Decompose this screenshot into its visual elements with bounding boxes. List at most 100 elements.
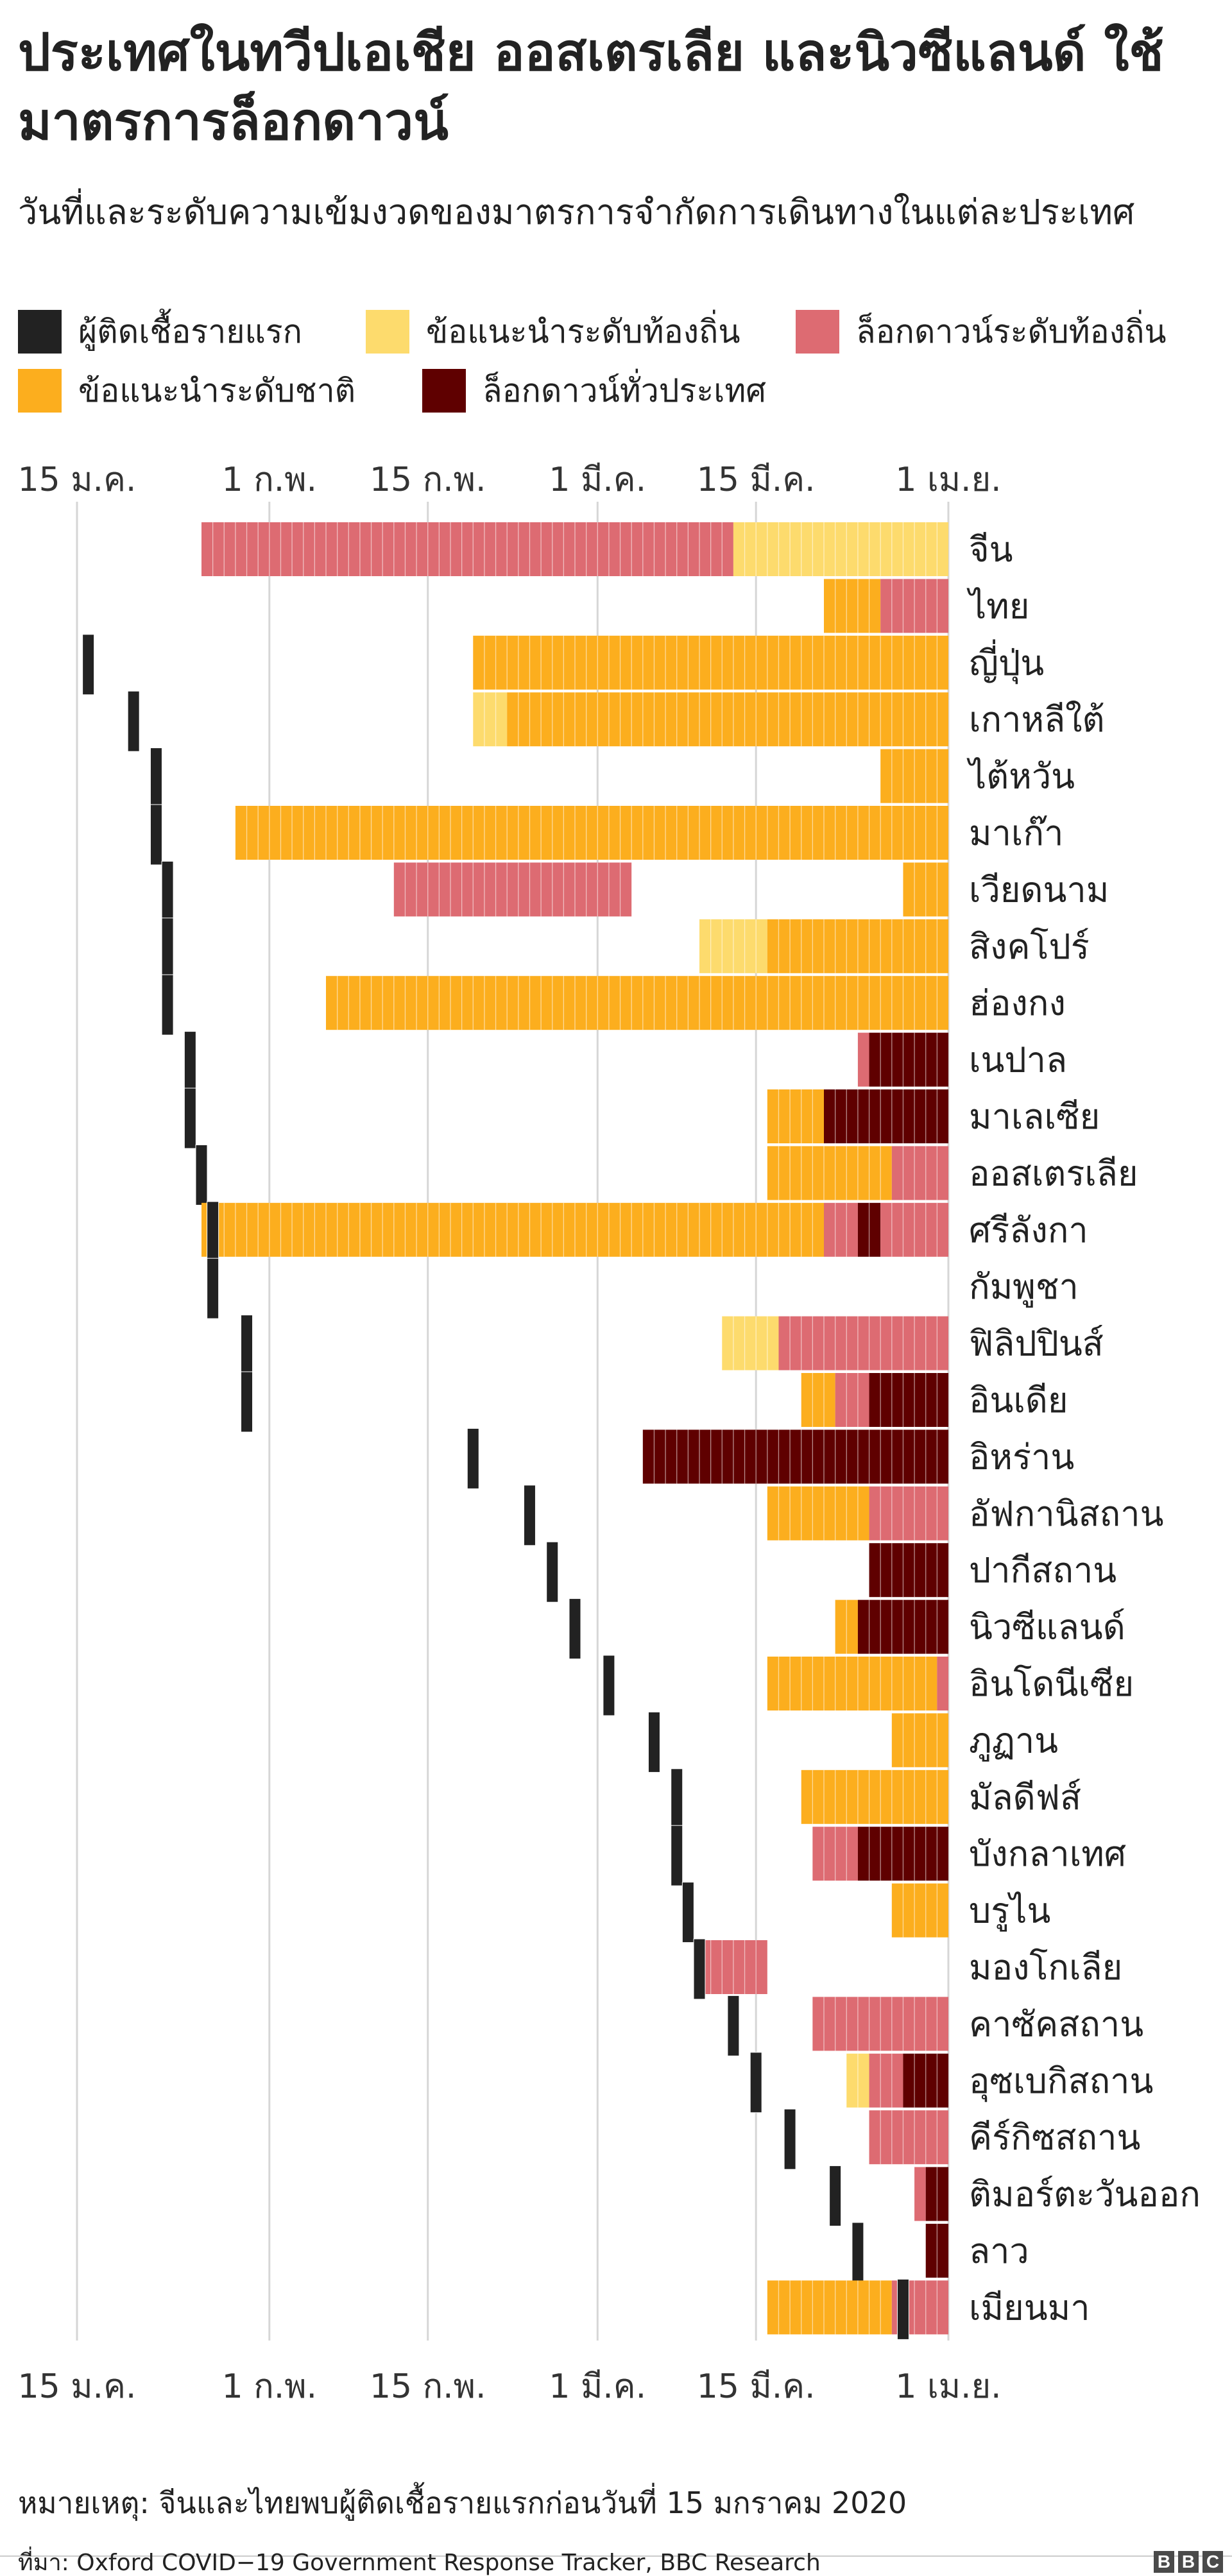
segment-local-advice — [733, 522, 948, 576]
country-label: จีน — [969, 529, 1013, 570]
segment-local-lockdown — [869, 2053, 903, 2108]
country-label: ไทย — [966, 586, 1029, 626]
first-case-marker — [603, 1655, 615, 1716]
segment-local-advice — [473, 692, 508, 747]
first-case-marker — [150, 804, 162, 866]
country-label: คีร์กิซสถาน — [969, 2117, 1140, 2158]
country-label: สิงคโปร์ — [969, 926, 1090, 967]
country-label: มาเก๊า — [969, 813, 1063, 853]
legend-item-local-lockdown: ล็อกดาวน์ระดับท้องถิ่น — [796, 309, 1167, 354]
country-label: ญี่ปุ่น — [969, 639, 1044, 685]
bbc-logo-b2: B — [1178, 2551, 1199, 2573]
country-label: อุซเบกิสถาน — [969, 2061, 1153, 2103]
first-case-marker — [207, 1258, 219, 1319]
country-label: ออสเตรเลีย — [969, 1153, 1138, 1193]
segment-local-lockdown — [914, 2167, 926, 2221]
legend-swatch-national-advice — [18, 369, 62, 413]
country-label: อิหร่าน — [969, 1437, 1074, 1477]
segment-local-lockdown — [891, 1146, 948, 1200]
bbc-logo: B B C — [1154, 2551, 1223, 2573]
first-case-marker — [851, 2222, 864, 2283]
x-tick-label-bottom: 1 เม.ย. — [895, 2367, 1001, 2406]
footer-divider — [0, 2555, 1232, 2557]
segment-national-advice — [767, 1089, 824, 1143]
segment-local-lockdown — [201, 522, 733, 576]
segment-local-lockdown — [869, 1486, 948, 1540]
segment-national-advice — [767, 1657, 937, 1710]
segment-local-advice — [722, 1316, 779, 1370]
first-case-marker — [829, 2165, 842, 2227]
segment-local-lockdown — [937, 1657, 948, 1710]
legend-label-local-lockdown: ล็อกดาวน์ระดับท้องถิ่น — [856, 313, 1167, 350]
segment-national-advice — [767, 2280, 892, 2335]
bbc-logo-c: C — [1202, 2551, 1223, 2573]
first-case-marker — [127, 690, 140, 752]
legend-label-first-case: ผู้ติดเชื้อรายแรก — [78, 313, 302, 350]
segment-national-lockdown — [824, 1089, 948, 1143]
segment-national-advice — [507, 692, 948, 747]
country-label: บังกลาเทศ — [969, 1834, 1126, 1874]
x-tick-label-bottom: 15 ม.ค. — [18, 2367, 137, 2406]
legend-item-national-advice: ข้อแนะนำระดับชาติ — [18, 368, 355, 413]
segment-national-advice — [767, 1146, 892, 1200]
country-label: เวียดนาม — [969, 869, 1109, 910]
first-case-marker — [161, 860, 174, 922]
x-tick-label-top: 1 ก.พ. — [222, 461, 317, 499]
legend-swatch-national-lockdown — [422, 369, 466, 413]
segment-national-advice — [235, 806, 949, 860]
first-case-marker — [569, 1598, 581, 1660]
country-label: ศรีลังกา — [969, 1210, 1088, 1250]
segment-local-lockdown — [824, 1202, 858, 1257]
first-case-marker — [241, 1371, 253, 1433]
country-label: ติมอร์ตะวันออก — [969, 2174, 1201, 2215]
segment-local-lockdown — [778, 1316, 948, 1370]
segment-national-advice — [767, 1486, 869, 1540]
x-tick-label-bottom: 15 มี.ค. — [697, 2367, 816, 2406]
first-case-marker — [546, 1541, 559, 1603]
first-case-marker — [749, 2052, 762, 2113]
first-case-marker — [727, 1995, 740, 2056]
segment-local-lockdown — [393, 862, 632, 917]
first-case-marker — [207, 1201, 219, 1263]
legend-label-local-advice: ข้อแนะนำระดับท้องถิ่น — [426, 313, 740, 350]
country-label: ลาว — [969, 2231, 1029, 2271]
country-label: กัมพูชา — [969, 1267, 1079, 1308]
segment-national-advice — [824, 579, 881, 633]
source-text: ที่มา: Oxford COVID−19 Government Respon… — [18, 2550, 821, 2576]
country-label: บรูไน — [969, 1891, 1050, 1932]
country-label: เนปาล — [969, 1040, 1067, 1080]
x-tick-label-top: 15 มี.ค. — [697, 461, 816, 499]
first-case-marker — [466, 1428, 479, 1489]
legend-label-national-lockdown: ล็อกดาวน์ทั่วประเทศ — [483, 372, 767, 409]
country-label: ฟิลิปปินส์ — [969, 1324, 1104, 1364]
segment-national-advice — [201, 1202, 824, 1257]
legend-item-national-lockdown: ล็อกดาวน์ทั่วประเทศ — [422, 368, 766, 413]
bbc-logo-b1: B — [1154, 2551, 1174, 2573]
first-case-marker — [161, 974, 174, 1036]
country-label: เมียนมา — [969, 2287, 1090, 2328]
legend-label-national-advice: ข้อแนะนำระดับชาติ — [78, 372, 356, 409]
segment-national-advice — [801, 1373, 835, 1427]
segment-local-lockdown — [835, 1373, 869, 1427]
timeline-chart: 15 ม.ค. 15 ม.ค. 1 ก.พ. 1 ก.พ. 15 ก.พ. 15 ก.พ.… — [18, 461, 1201, 2406]
legend-swatch-local-advice — [366, 310, 409, 354]
first-case-marker — [150, 747, 162, 809]
first-case-marker — [161, 917, 174, 979]
country-label: คาซัคสถาน — [969, 2004, 1143, 2044]
legend-swatch-first-case — [18, 310, 62, 354]
country-label: มาเลเซีย — [969, 1096, 1100, 1137]
country-label: อินเดีย — [969, 1380, 1068, 1420]
first-case-marker — [647, 1711, 660, 1773]
first-case-marker — [896, 2278, 909, 2340]
x-tick-label-bottom: 15 ก.พ. — [370, 2367, 486, 2406]
country-label: ไต้หวัน — [966, 756, 1075, 797]
first-case-marker — [671, 1825, 683, 1886]
first-case-marker — [523, 1485, 536, 1546]
country-label: นิวซีแลนด์ — [969, 1607, 1125, 1648]
legend-item-local-advice: ข้อแนะนำระดับท้องถิ่น — [366, 309, 740, 354]
chart-title: ประเทศในทวีปเอเชีย ออสเตรเลีย และนิวซีแล… — [18, 22, 1164, 151]
x-tick-label-top: 15 ม.ค. — [18, 461, 137, 499]
country-label: เกาหลีใต้ — [969, 699, 1105, 740]
chart-subtitle: วันที่และระดับความเข้มงวดของมาตรการจำกัด… — [18, 192, 1135, 232]
first-case-marker — [195, 1144, 208, 1206]
